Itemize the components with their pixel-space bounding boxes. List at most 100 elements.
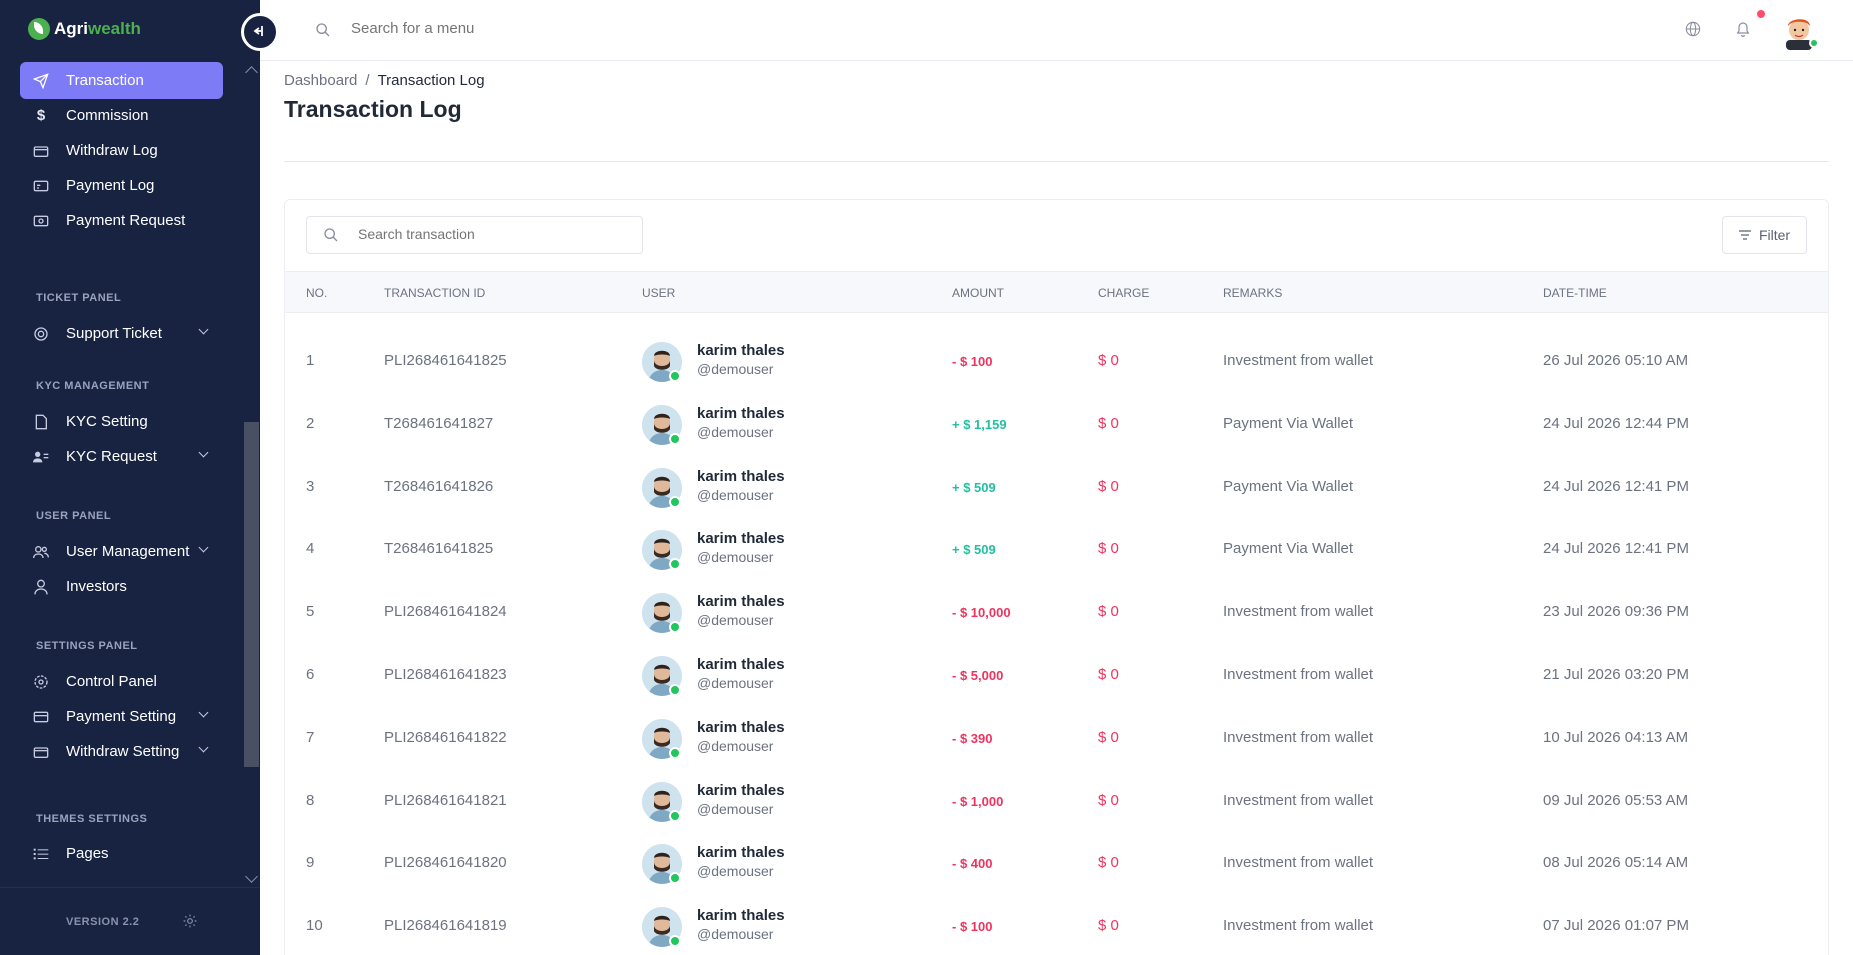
row-number: 8: [306, 791, 315, 809]
charge: $ 0: [1098, 791, 1119, 809]
date-time: 08 Jul 2026 05:14 AM: [1543, 854, 1689, 872]
user-avatar[interactable]: [642, 530, 682, 571]
sidebar-scrollbar-thumb[interactable]: [244, 422, 259, 767]
sidebar-item-payment-setting[interactable]: Payment Setting: [20, 698, 223, 735]
sidebar-item-commission[interactable]: $ Commission: [20, 97, 223, 134]
user-name[interactable]: karim thales: [697, 404, 785, 422]
search-icon: [323, 227, 339, 248]
breadcrumb-home-link[interactable]: Dashboard: [284, 72, 358, 89]
card-icon: [32, 177, 50, 195]
breadcrumb-separator: /: [365, 72, 370, 89]
remarks: Investment from wallet: [1223, 854, 1374, 872]
sun-icon[interactable]: [183, 914, 197, 928]
table-row[interactable]: 10 PLI268461641819 karim thales @demouser - …: [285, 895, 1828, 955]
brand-logo[interactable]: Agri wealth: [28, 18, 141, 40]
column-header-no[interactable]: NO.: [306, 286, 328, 300]
user-avatar[interactable]: [642, 593, 682, 634]
transaction-id: PLI268461641821: [384, 791, 507, 809]
bell-icon[interactable]: [1735, 20, 1751, 43]
sidebar-item-label: User Management: [66, 543, 190, 560]
table-row[interactable]: 7 PLI268461641822 karim thales @demouser - $…: [285, 707, 1828, 770]
user-avatar[interactable]: [642, 844, 682, 885]
column-header-charge[interactable]: CHARGE: [1098, 286, 1150, 300]
sidebar-item-label: Pages: [66, 845, 109, 862]
transaction-table-card: Filter NO. TRANSACTION ID USER AMOUNT CH…: [284, 199, 1829, 955]
user-handle: @demouser: [697, 486, 774, 503]
user-name[interactable]: karim thales: [697, 781, 785, 799]
user-handle: @demouser: [697, 926, 774, 943]
date-time: 23 Jul 2026 09:36 PM: [1543, 603, 1689, 621]
user-name[interactable]: karim thales: [697, 656, 785, 673]
row-number: 5: [306, 603, 315, 621]
transaction-id: PLI268461641819: [384, 917, 507, 935]
table-row[interactable]: 5 PLI268461641824 karim thales @demouser - $…: [285, 581, 1828, 644]
user-name[interactable]: karim thales: [697, 844, 785, 862]
user-avatar[interactable]: [642, 467, 682, 508]
section-title-kyc-management: KYC MANAGEMENT: [36, 380, 150, 392]
sidebar-item-kyc-setting[interactable]: KYC Setting: [20, 403, 223, 440]
transaction-search-input[interactable]: [358, 226, 628, 242]
column-header-user[interactable]: USER: [642, 286, 676, 300]
sidebar-item-withdraw-setting[interactable]: Withdraw Setting: [20, 733, 223, 770]
table-row[interactable]: 9 PLI268461641820 karim thales @demouser - $…: [285, 832, 1828, 895]
send-icon: [32, 72, 50, 90]
brand-name-part1: Agri: [54, 19, 88, 38]
sidebar-item-user-management[interactable]: User Management: [20, 533, 223, 570]
sidebar-item-label: Commission: [66, 107, 149, 124]
table-row[interactable]: 6 PLI268461641823 karim thales @demouser - $…: [285, 644, 1828, 707]
amount: - $ 1,000: [952, 793, 1004, 809]
user-avatar[interactable]: [642, 404, 682, 445]
column-header-remarks[interactable]: REMARKS: [1223, 286, 1283, 300]
user-handle: @demouser: [697, 675, 774, 691]
user-name[interactable]: karim thales: [697, 342, 785, 359]
transaction-id: PLI268461641822: [384, 728, 507, 746]
row-number: 2: [306, 414, 315, 432]
table-row[interactable]: 3 T268461641826 karim thales @demouser + $ 5…: [285, 456, 1828, 519]
column-header-date-time[interactable]: DATE-TIME: [1543, 286, 1607, 300]
remarks: Investment from wallet: [1223, 728, 1374, 746]
chevron-down-icon: [198, 707, 209, 718]
user-name[interactable]: karim thales: [697, 907, 785, 925]
user-name[interactable]: karim thales: [697, 467, 785, 485]
user-name[interactable]: karim thales: [697, 530, 785, 548]
user-handle: @demouser: [697, 612, 774, 629]
sidebar-item-investors[interactable]: Investors: [20, 568, 223, 605]
globe-icon[interactable]: [1685, 21, 1701, 42]
menu-search-input[interactable]: [351, 20, 651, 37]
sidebar-collapse-button[interactable]: [241, 13, 279, 51]
sidebar-item-payment-log[interactable]: Payment Log: [20, 167, 223, 204]
sidebar-item-label: Support Ticket: [66, 325, 162, 342]
user-handle: @demouser: [697, 549, 774, 566]
sidebar-item-payment-request[interactable]: Payment Request: [20, 202, 223, 239]
gear-icon: [32, 673, 50, 691]
transaction-search-box[interactable]: [306, 216, 643, 254]
table-row[interactable]: 8 PLI268461641821 karim thales @demouser - $…: [285, 770, 1828, 833]
sidebar-item-withdraw-log[interactable]: Withdraw Log: [20, 132, 223, 169]
table-row[interactable]: 2 T268461641827 karim thales @demouser + $ 1…: [285, 393, 1828, 456]
user-name[interactable]: karim thales: [697, 593, 785, 611]
transaction-id: T268461641827: [384, 414, 494, 432]
amount: + $ 1,159: [952, 416, 1007, 432]
table-row[interactable]: 4 T268461641825 karim thales @demouser + $ 5…: [285, 518, 1828, 581]
sidebar-item-support-ticket[interactable]: Support Ticket: [20, 315, 223, 352]
user-name[interactable]: karim thales: [697, 718, 785, 736]
sidebar-item-kyc-request[interactable]: KYC Request: [20, 438, 223, 475]
sidebar-item-transaction[interactable]: Transaction: [20, 62, 223, 99]
date-time: 07 Jul 2026 01:07 PM: [1543, 917, 1689, 935]
breadcrumb-current: Transaction Log: [377, 72, 485, 89]
chevron-down-icon: [198, 324, 209, 335]
table-row[interactable]: 1 PLI268461641825 karim thales @demouser - $…: [285, 330, 1828, 393]
sidebar-item-control-panel[interactable]: Control Panel: [20, 663, 223, 700]
sidebar-item-pages[interactable]: Pages: [20, 835, 223, 872]
date-time: 21 Jul 2026 03:20 PM: [1543, 666, 1689, 683]
filter-button[interactable]: Filter: [1722, 216, 1807, 254]
remarks: Payment Via Wallet: [1223, 414, 1354, 432]
chevron-down-icon: [198, 447, 209, 458]
brand-name-part2: wealth: [88, 19, 141, 38]
sidebar-item-label: KYC Request: [66, 448, 157, 465]
column-header-transaction-id[interactable]: TRANSACTION ID: [384, 286, 486, 300]
column-header-amount[interactable]: AMOUNT: [952, 286, 1004, 300]
user-avatar[interactable]: [1780, 10, 1818, 50]
wallet-icon: [32, 142, 50, 160]
wallet-icon: [32, 743, 50, 761]
